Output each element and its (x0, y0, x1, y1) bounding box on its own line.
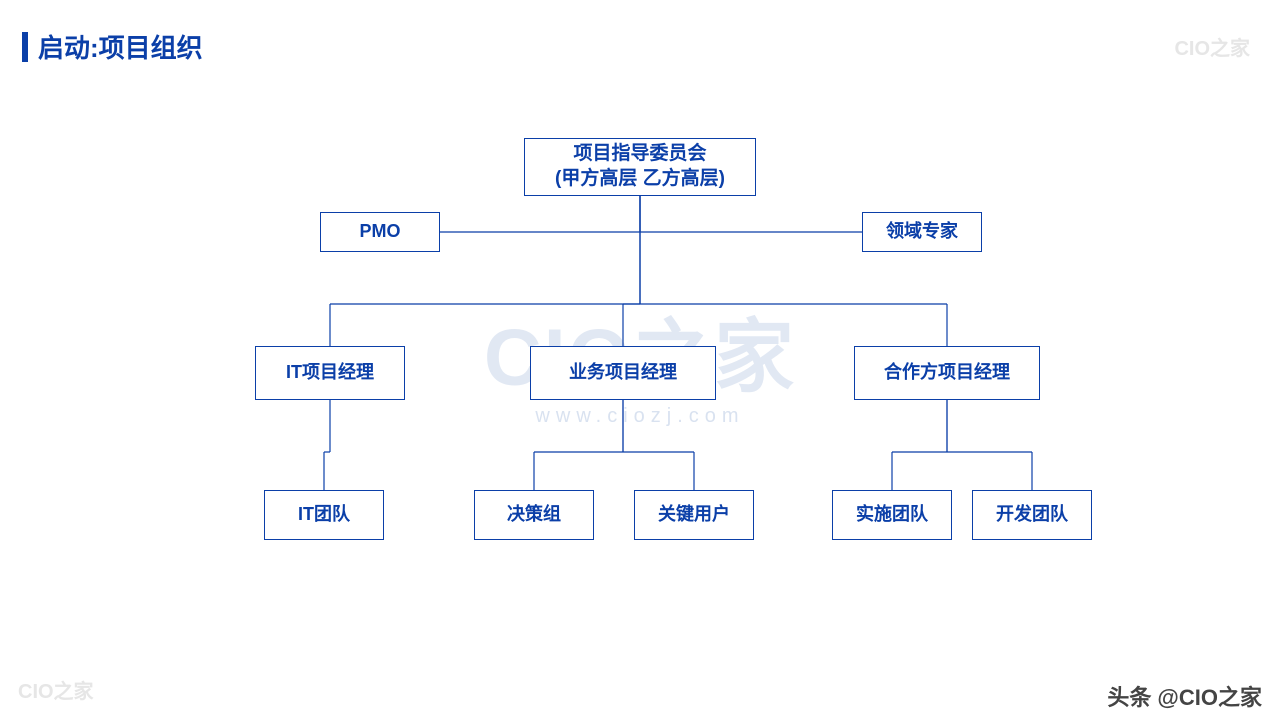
org-node-impl: 实施团队 (832, 490, 952, 540)
top-right-brand: CIO之家 (1174, 32, 1250, 61)
org-node-it_pm: IT项目经理 (255, 346, 405, 400)
org-node-decision: 决策组 (474, 490, 594, 540)
org-node-expert: 领域专家 (862, 212, 982, 252)
org-node-pmo: PMO (320, 212, 440, 252)
org-node-biz_pm: 业务项目经理 (530, 346, 716, 400)
page-header: 启动:项目组织 (22, 28, 203, 65)
org-node-key_user: 关键用户 (634, 490, 754, 540)
bottom-right-credit: 头条 @CIO之家 (1107, 680, 1262, 712)
bottom-left-brand: CIO之家 (18, 675, 94, 704)
title-accent (22, 32, 28, 62)
org-node-dev: 开发团队 (972, 490, 1092, 540)
org-node-steering: 项目指导委员会 (甲方高层 乙方高层) (524, 138, 756, 196)
center-watermark-url: www.ciozj.com (535, 405, 744, 428)
org-node-it_team: IT团队 (264, 490, 384, 540)
org-node-partner_pm: 合作方项目经理 (854, 346, 1040, 400)
page-title: 启动:项目组织 (38, 28, 203, 65)
